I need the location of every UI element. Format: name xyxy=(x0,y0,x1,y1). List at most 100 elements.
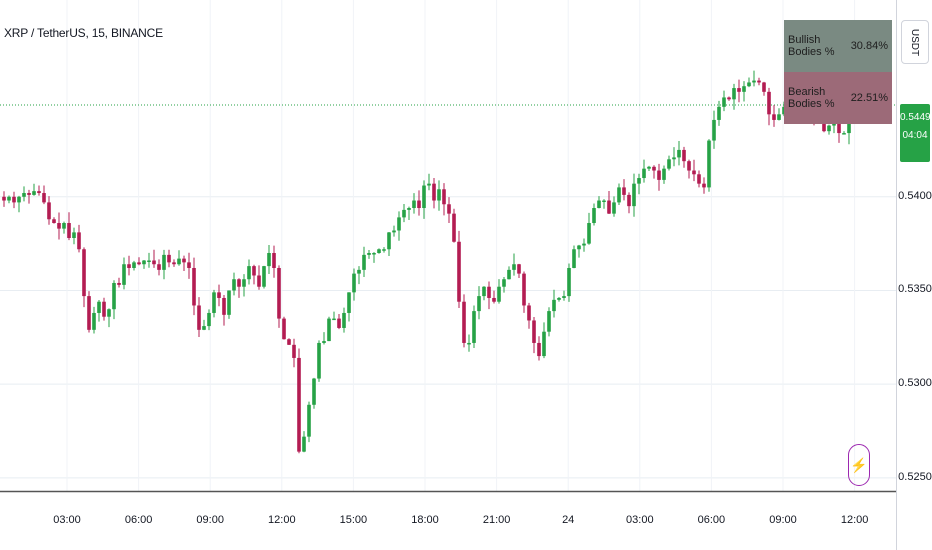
candle xyxy=(467,334,471,352)
candle xyxy=(367,249,371,259)
candle xyxy=(717,100,721,126)
candle xyxy=(17,195,21,213)
candle-body xyxy=(377,249,381,253)
candle-body xyxy=(487,286,491,298)
candle-body xyxy=(162,254,166,270)
candle-body xyxy=(582,243,586,246)
candle-body xyxy=(327,318,331,342)
candle xyxy=(332,311,336,321)
candle xyxy=(737,79,741,103)
candle-body xyxy=(737,88,741,92)
candle-body xyxy=(87,296,91,330)
candle-body xyxy=(462,301,466,343)
candle xyxy=(82,247,86,308)
candle xyxy=(742,81,746,102)
candle xyxy=(287,338,291,346)
candle xyxy=(307,401,311,443)
candle xyxy=(547,307,551,337)
candle xyxy=(612,196,616,217)
candle-body xyxy=(467,342,471,345)
candle xyxy=(112,280,116,320)
candle xyxy=(712,110,716,149)
bullish-bodies-row: Bullish Bodies % 30.84% xyxy=(784,20,892,72)
candle xyxy=(227,290,231,319)
candle-body xyxy=(662,168,666,180)
candle-body xyxy=(537,342,541,357)
candle xyxy=(577,244,581,258)
candle xyxy=(327,316,331,342)
candle-body xyxy=(577,245,581,250)
candle-body xyxy=(762,82,766,92)
candle xyxy=(477,286,481,320)
candle xyxy=(27,189,31,204)
candle xyxy=(762,81,766,96)
y-tick-label: 0.5350 xyxy=(898,283,932,296)
candle xyxy=(347,292,351,322)
candle-body xyxy=(717,106,721,120)
candle-body xyxy=(672,157,676,160)
candle xyxy=(407,206,411,221)
candle-body xyxy=(332,318,336,321)
candle xyxy=(542,322,546,359)
candle-body xyxy=(702,183,706,188)
candle xyxy=(292,338,296,368)
candle-body xyxy=(622,187,626,195)
candle-body xyxy=(417,200,421,209)
candle-body xyxy=(597,200,601,209)
bearish-bodies-value: 22.51% xyxy=(850,92,888,104)
candle xyxy=(187,252,191,279)
candle-body xyxy=(367,252,371,255)
candle xyxy=(397,211,401,241)
candle xyxy=(632,173,636,217)
lightning-icon[interactable]: ⚡ xyxy=(848,444,870,486)
candle xyxy=(607,190,611,214)
candle-body xyxy=(57,223,61,229)
candle-body xyxy=(827,125,831,132)
candle xyxy=(42,185,46,205)
candle-body xyxy=(122,264,126,285)
candle xyxy=(252,264,256,285)
candle xyxy=(492,290,496,304)
candle-body xyxy=(292,344,296,358)
candle-body xyxy=(302,436,306,452)
candle-body xyxy=(517,264,521,274)
candle xyxy=(277,265,281,328)
candle xyxy=(137,257,141,266)
candle xyxy=(282,316,286,340)
currency-button[interactable]: USDT xyxy=(901,20,929,64)
candle-body xyxy=(52,219,56,224)
candle xyxy=(687,159,691,179)
candle-body xyxy=(777,114,781,120)
candle-body xyxy=(172,262,176,265)
candle-body xyxy=(17,196,21,203)
candle-body xyxy=(482,286,486,297)
candle-body xyxy=(522,273,526,306)
candle-body xyxy=(607,200,611,214)
candle-body xyxy=(567,267,571,297)
candle-body xyxy=(147,260,151,262)
candle xyxy=(452,208,456,243)
candle-body xyxy=(97,301,101,313)
candle xyxy=(522,271,526,313)
candle xyxy=(47,196,51,225)
candle xyxy=(297,348,301,454)
candle-body xyxy=(697,174,701,184)
bearish-bodies-label: Bearish Bodies % xyxy=(788,86,835,110)
candle xyxy=(167,249,171,268)
candle xyxy=(672,147,676,167)
candle-body xyxy=(402,209,406,218)
candle xyxy=(682,146,686,168)
candle xyxy=(472,305,476,348)
candle xyxy=(662,165,666,184)
candle-body xyxy=(472,311,476,343)
candle-body xyxy=(637,178,641,184)
candle xyxy=(337,314,341,330)
candle xyxy=(747,77,751,88)
candle-body xyxy=(337,318,341,328)
candle xyxy=(587,212,591,245)
candle-body xyxy=(552,299,556,312)
candle-body xyxy=(647,166,651,169)
candle xyxy=(627,192,631,214)
candle-body xyxy=(307,404,311,437)
candle-body xyxy=(247,266,251,280)
